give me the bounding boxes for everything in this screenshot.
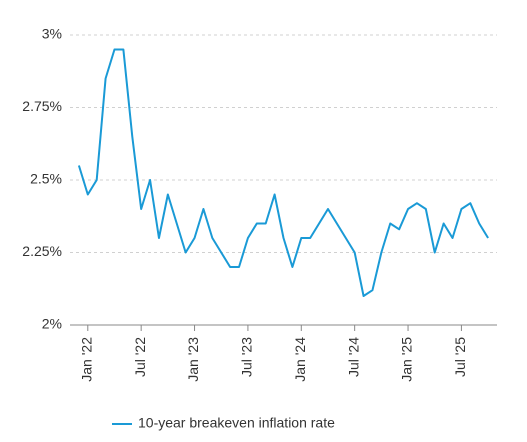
line	[77, 48, 489, 297]
x-tick-label: Jul '23	[239, 337, 255, 377]
y-tick-label: 3%	[42, 26, 62, 42]
y-tick-label: 2.25%	[22, 243, 62, 259]
x-tick-label: Jul '22	[132, 337, 148, 377]
x-tick-label: Jan '24	[292, 337, 308, 382]
x-tick-label: Jul '25	[452, 337, 468, 377]
x-tick-label: Jul '24	[345, 337, 361, 377]
legend-label: 10-year breakeven inflation rate	[138, 415, 335, 431]
y-tick-label: 2.75%	[22, 98, 62, 114]
x-tick-label: Jan '23	[185, 337, 201, 382]
x-tick-label: Jan '22	[78, 337, 94, 382]
y-tick-label: 2.5%	[30, 171, 62, 187]
x-tick-label: Jan '25	[399, 337, 415, 382]
y-tick-label: 2%	[42, 316, 62, 332]
